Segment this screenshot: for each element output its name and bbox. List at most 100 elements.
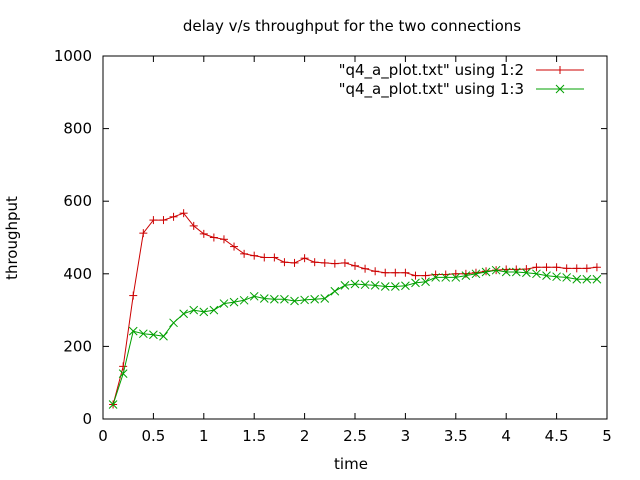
series-1-point bbox=[572, 264, 581, 273]
series-2-point bbox=[229, 297, 239, 307]
x-tick-label: 1.5 bbox=[242, 427, 266, 445]
series-1-point bbox=[119, 362, 128, 371]
series-2-point bbox=[249, 291, 259, 301]
series-2-point bbox=[542, 271, 551, 280]
series-2-point bbox=[149, 330, 158, 340]
series-2-point bbox=[390, 282, 400, 291]
series-1 bbox=[109, 209, 601, 409]
series-1-point bbox=[361, 264, 370, 273]
series-1-point bbox=[280, 258, 289, 267]
series-2-point bbox=[280, 294, 289, 304]
series-1-point bbox=[522, 265, 531, 274]
legend: "q4_a_plot.txt" using 1:2"q4_a_plot.txt"… bbox=[339, 61, 584, 99]
series-1-point bbox=[542, 263, 551, 272]
y-tick-label: 600 bbox=[63, 192, 92, 210]
series-1-point bbox=[562, 264, 571, 273]
series-2-point bbox=[320, 294, 330, 303]
x-tick-label: 3.5 bbox=[444, 427, 468, 445]
x-tick-label: 0 bbox=[98, 427, 108, 445]
series-1-point bbox=[149, 216, 158, 225]
x-tick-label: 4 bbox=[501, 427, 511, 445]
series-1-point bbox=[139, 229, 148, 238]
series-2-point bbox=[461, 271, 471, 280]
series-1-point bbox=[552, 263, 561, 272]
series-2-point bbox=[401, 281, 410, 291]
series-2-point bbox=[511, 267, 521, 277]
series-1-point bbox=[270, 253, 279, 262]
x-axis-label: time bbox=[334, 455, 368, 473]
series-1-point bbox=[592, 263, 601, 272]
plot-series bbox=[108, 209, 602, 409]
series-2-point bbox=[532, 269, 541, 279]
series-2-point bbox=[300, 295, 309, 305]
series-1-point bbox=[219, 235, 228, 244]
series-2-point bbox=[350, 279, 360, 289]
legend-item: "q4_a_plot.txt" using 1:2 bbox=[339, 61, 584, 80]
chart-title: delay v/s throughput for the two connect… bbox=[183, 17, 521, 35]
x-tick-label: 2.5 bbox=[343, 427, 367, 445]
series-2-point bbox=[118, 369, 128, 378]
series-2-point bbox=[370, 281, 380, 290]
series-2-point bbox=[189, 305, 199, 315]
series-2-point bbox=[169, 318, 178, 328]
series-2-point bbox=[431, 273, 440, 282]
series-1-point bbox=[461, 269, 470, 278]
series-2-point bbox=[179, 309, 188, 319]
series-1-point bbox=[179, 209, 188, 218]
legend-swatch-marker bbox=[556, 66, 564, 74]
axis-ticks: 0 0.5 1 1.5 2 2.5 3 3.5 4 4.5 5 0 200 400 600 800 1000 bbox=[54, 47, 612, 445]
series-1-point bbox=[391, 268, 400, 277]
series-1-point bbox=[129, 291, 138, 300]
series-1-point bbox=[240, 249, 249, 258]
x-tick-label: 1 bbox=[199, 427, 209, 445]
x-tick-label: 5 bbox=[602, 427, 612, 445]
series-1-point bbox=[310, 258, 319, 267]
series-2-point bbox=[380, 282, 390, 291]
y-tick-label: 1000 bbox=[54, 47, 92, 65]
series-1-point bbox=[169, 212, 178, 221]
series-2-point bbox=[159, 331, 168, 341]
x-tick-label: 2 bbox=[300, 427, 310, 445]
series-1-point bbox=[189, 221, 198, 230]
series-2-point bbox=[572, 274, 582, 284]
series-2-point bbox=[138, 329, 148, 339]
series-1-point bbox=[351, 261, 359, 270]
series-1-point bbox=[199, 229, 208, 238]
series-1-point bbox=[340, 258, 349, 267]
series-2-point bbox=[411, 278, 420, 288]
series-1-point bbox=[230, 242, 239, 251]
series-1-point bbox=[471, 268, 480, 277]
series-1-point bbox=[300, 254, 309, 263]
series-2-point bbox=[219, 299, 229, 308]
y-tick-label: 0 bbox=[82, 410, 92, 428]
series-1-point bbox=[421, 271, 430, 280]
series-2-point bbox=[108, 400, 118, 409]
series-2-point bbox=[209, 305, 219, 315]
series-1-point bbox=[532, 263, 541, 272]
series-1-point bbox=[320, 258, 329, 267]
series-2-point bbox=[259, 294, 269, 303]
series-2-point bbox=[128, 326, 138, 336]
x-tick-label: 3 bbox=[401, 427, 411, 445]
legend-swatch-marker bbox=[555, 84, 565, 94]
plot-frame bbox=[102, 55, 608, 420]
series-2 bbox=[108, 265, 602, 409]
series-1-point bbox=[260, 253, 269, 262]
x-tick-label: 0.5 bbox=[141, 427, 165, 445]
series-2-point bbox=[451, 273, 461, 282]
series-2-point bbox=[562, 273, 572, 282]
series-2-point bbox=[582, 274, 592, 284]
y-tick-label: 800 bbox=[63, 120, 92, 138]
series-2-point bbox=[360, 280, 370, 290]
series-2-point bbox=[330, 286, 340, 296]
series-2-point bbox=[270, 294, 279, 304]
series-2-point bbox=[501, 267, 511, 277]
series-1-point bbox=[159, 216, 168, 225]
series-1-point bbox=[451, 269, 460, 278]
y-axis-label: throughput bbox=[3, 196, 21, 280]
y-tick-label: 400 bbox=[63, 265, 92, 283]
series-2-point bbox=[481, 267, 491, 277]
series-1-point bbox=[411, 271, 420, 280]
